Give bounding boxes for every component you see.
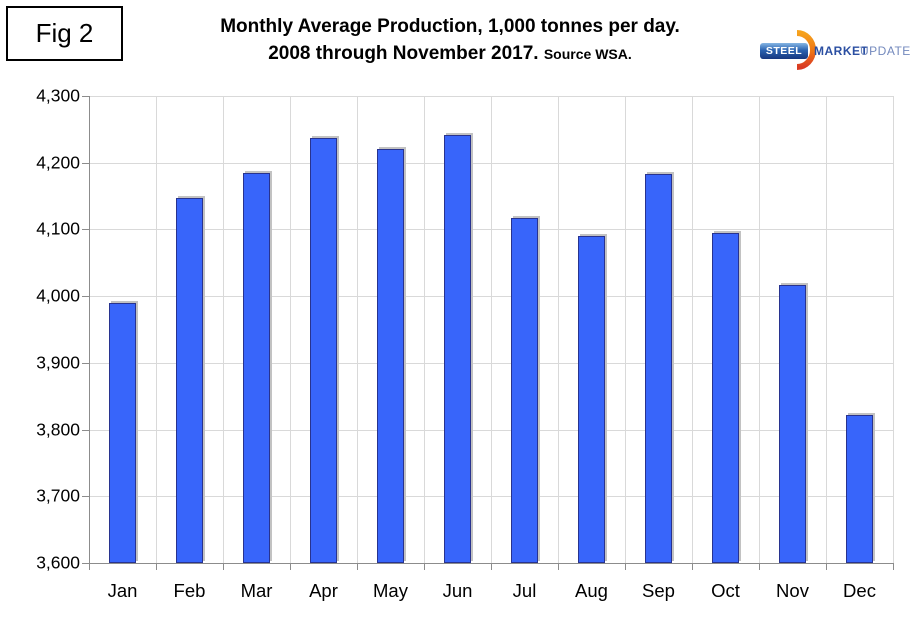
y-tick-label: 3,900: [36, 352, 80, 373]
x-gridline: [357, 96, 358, 563]
y-axis-tick: [82, 162, 89, 164]
x-gridline: [223, 96, 224, 563]
x-gridline: [893, 96, 894, 563]
x-axis-tick: [491, 564, 492, 570]
bar-mar: [243, 173, 270, 563]
x-axis-tick: [893, 564, 894, 570]
bar-jul: [511, 218, 538, 563]
chart-title-line2: 2008 through November 2017. Source WSA.: [125, 40, 775, 68]
crescent-arc-icon: [796, 30, 816, 70]
x-axis-tick: [759, 564, 760, 570]
x-axis-line: [89, 563, 894, 564]
x-tick-label: Dec: [843, 580, 876, 601]
x-tick-label: Apr: [309, 580, 338, 601]
bar-nov: [779, 285, 806, 563]
x-tick-label: Feb: [173, 580, 206, 601]
figure-label-box: Fig 2: [6, 6, 123, 61]
y-tick-label: 3,800: [36, 419, 80, 440]
bar-jan: [109, 303, 136, 563]
y-axis-tick: [82, 496, 89, 498]
bar-aug: [578, 236, 605, 563]
x-axis-tick: [826, 564, 827, 570]
y-axis-line: [89, 96, 90, 564]
x-gridline: [692, 96, 693, 563]
y-tick-label: 4,000: [36, 285, 80, 306]
x-tick-label: Oct: [711, 580, 740, 601]
y-axis-tick: [82, 563, 89, 564]
logo-steel-badge: STEEL: [760, 43, 808, 59]
logo-market-text: MARKET: [814, 44, 869, 58]
chart-title-block: Monthly Average Production, 1,000 tonnes…: [125, 13, 775, 68]
x-tick-label: Sep: [642, 580, 675, 601]
bar-jun: [444, 135, 471, 563]
x-axis-tick: [424, 564, 425, 570]
chart-source-note: Source WSA.: [543, 46, 632, 62]
bar-sep: [645, 174, 672, 563]
y-axis-tick: [82, 296, 89, 298]
y-axis-tick: [82, 429, 89, 431]
chart-title-period: 2008 through November 2017.: [268, 43, 539, 64]
x-tick-label: May: [373, 580, 408, 601]
x-tick-label: Aug: [575, 580, 608, 601]
bar-may: [377, 149, 404, 563]
logo-update-text: UPDATE: [860, 44, 910, 58]
x-axis-tick: [692, 564, 693, 570]
x-tick-label: Jun: [442, 580, 473, 601]
x-gridline: [826, 96, 827, 563]
x-tick-label: Nov: [776, 580, 809, 601]
x-axis-tick: [223, 564, 224, 570]
x-axis-tick: [558, 564, 559, 570]
y-tick-label: 4,300: [36, 85, 80, 106]
x-axis-tick: [290, 564, 291, 570]
steel-market-update-logo: STEEL MARKET UPDATE: [760, 30, 910, 70]
y-tick-label: 4,200: [36, 152, 80, 173]
figure-label: Fig 2: [35, 18, 94, 48]
x-gridline: [156, 96, 157, 563]
x-gridline: [759, 96, 760, 563]
y-tick-label: 3,700: [36, 485, 80, 506]
y-axis-tick: [82, 229, 89, 231]
x-axis-tick: [89, 564, 90, 570]
bar-feb: [176, 198, 203, 563]
x-gridline: [491, 96, 492, 563]
x-tick-label: Jan: [107, 580, 138, 601]
bar-apr: [310, 138, 337, 563]
y-tick-label: 3,600: [36, 552, 80, 573]
y-axis-tick: [82, 362, 89, 364]
x-axis-tick: [156, 564, 157, 570]
x-gridline: [625, 96, 626, 563]
x-tick-label: Mar: [240, 580, 273, 601]
x-tick-label: Jul: [512, 580, 537, 601]
bar-dec: [846, 415, 873, 563]
y-tick-label: 4,100: [36, 218, 80, 239]
x-gridline: [558, 96, 559, 563]
bar-oct: [712, 233, 739, 563]
y-axis-tick: [82, 96, 89, 97]
chart-title-line1: Monthly Average Production, 1,000 tonnes…: [220, 16, 680, 37]
x-gridline: [424, 96, 425, 563]
x-gridline: [290, 96, 291, 563]
x-axis-tick: [625, 564, 626, 570]
x-axis-tick: [357, 564, 358, 570]
